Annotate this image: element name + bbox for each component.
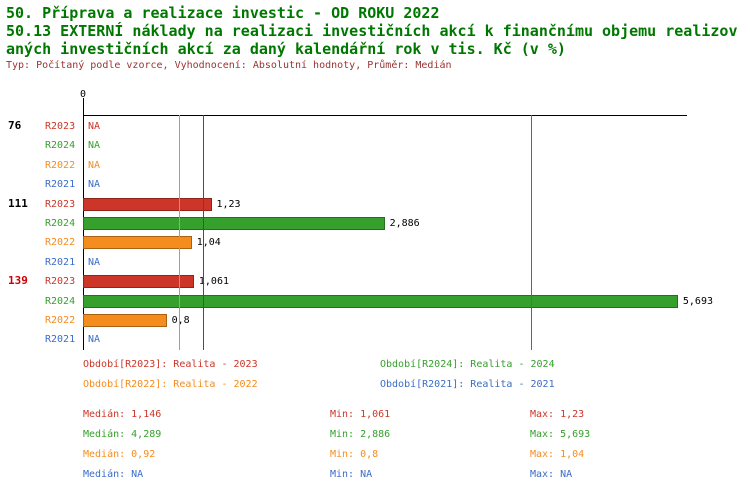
bar-value-label: 5,693 (682, 295, 713, 307)
x-axis-zero-label: 0 (79, 89, 87, 100)
series-label-r2021: R2021 (45, 334, 76, 346)
na-label: NA (88, 334, 101, 346)
legend-item-r2021: Období[R2021]: Realita - 2021 (380, 379, 555, 390)
median-line-r2022 (179, 115, 181, 350)
series-label-r2023: R2023 (45, 121, 76, 132)
series-label-r2021: R2021 (45, 256, 76, 268)
chart-settings-line: Typ: Počítaný podle vzorce, Vyhodnocení:… (6, 60, 452, 71)
stat-max-r2024: Max: 5,693 (530, 429, 591, 440)
series-label-r2022: R2022 (45, 237, 76, 249)
legend-item-r2024: Období[R2024]: Realita - 2024 (380, 359, 555, 370)
median-line-r2024 (531, 115, 533, 350)
stat-min-r2024: Min: 2,886 (330, 429, 391, 440)
group-label: 76 (8, 119, 22, 132)
group-label: 139 (8, 274, 28, 288)
stat-median-r2024: Medián: 4,289 (83, 429, 162, 440)
na-label: NA (88, 159, 101, 171)
series-label-r2024: R2024 (45, 218, 76, 229)
bar-value-label: 1,04 (196, 237, 221, 249)
series-label-r2021: R2021 (45, 179, 76, 191)
group-label: 111 (8, 196, 28, 210)
series-label-r2022: R2022 (45, 315, 76, 326)
bar-r2022 (83, 236, 192, 250)
stat-median-r2021: Medián: NA (83, 469, 144, 480)
na-label: NA (88, 121, 101, 132)
page-title: 50. Příprava a realizace investic - OD R… (6, 4, 440, 22)
na-label: NA (88, 179, 101, 191)
stat-min-r2022: Min: 0,8 (330, 449, 379, 460)
series-label-r2023: R2023 (45, 198, 76, 210)
x-axis-line (83, 115, 687, 116)
bar-value-label: 1,23 (216, 198, 241, 210)
series-label-r2022: R2022 (45, 159, 76, 171)
stat-max-r2023: Max: 1,23 (530, 409, 585, 420)
na-label: NA (88, 256, 101, 268)
na-label: NA (88, 140, 101, 152)
bar-r2022 (83, 314, 167, 327)
series-label-r2024: R2024 (45, 140, 76, 152)
indicator-title: 50.13 EXTERNÍ náklady na realizaci inves… (6, 22, 738, 58)
bar-r2024 (83, 294, 678, 308)
stat-min-r2021: Min: NA (330, 469, 373, 480)
bar-r2023 (83, 275, 194, 289)
bar-value-label: 1,061 (198, 276, 229, 288)
stat-median-r2022: Medián: 0,92 (83, 449, 156, 460)
bar-r2024 (83, 217, 385, 230)
median-line-r2023 (202, 115, 204, 350)
bar-r2023 (83, 197, 212, 211)
legend-item-r2023: Období[R2023]: Realita - 2023 (83, 359, 258, 370)
bar-value-label: 2,886 (389, 218, 420, 229)
stat-max-r2021: Max: NA (530, 469, 573, 480)
stat-min-r2023: Min: 1,061 (330, 409, 391, 420)
series-label-r2023: R2023 (45, 276, 76, 288)
stat-max-r2022: Max: 1,04 (530, 449, 585, 460)
series-label-r2024: R2024 (45, 295, 76, 307)
stat-median-r2023: Medián: 1,146 (83, 409, 162, 420)
legend-item-r2022: Období[R2022]: Realita - 2022 (83, 379, 258, 390)
bar-value-label: 0,8 (171, 315, 190, 326)
